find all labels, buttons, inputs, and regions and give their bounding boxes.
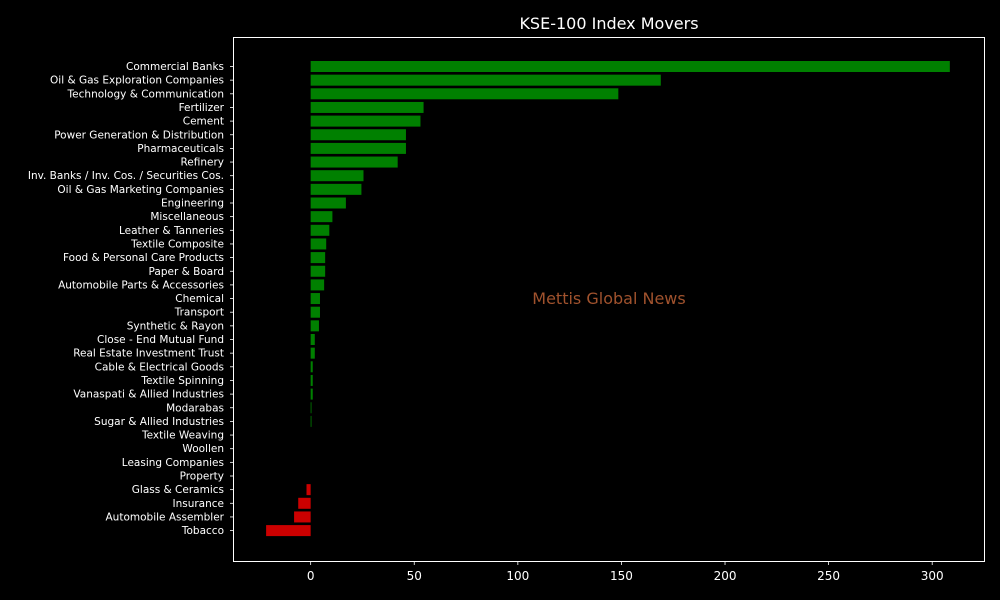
bar-6 <box>310 142 406 154</box>
bar-13 <box>310 238 327 250</box>
x-tick-label: 200 <box>714 569 737 583</box>
bar-15 <box>310 265 326 277</box>
category-label: Vanaspati & Allied Industries <box>73 389 224 401</box>
category-label: Modarabas <box>166 402 224 414</box>
bar-3 <box>310 101 424 113</box>
bar-25 <box>310 402 312 414</box>
category-labels-group: Commercial Banks Oil & Gas Exploration Co… <box>28 61 234 537</box>
category-label: Cable & Electrical Goods <box>95 361 224 373</box>
x-tick-label: 300 <box>921 569 944 583</box>
category-label: Power Generation & Distribution <box>54 129 224 141</box>
x-axis-ticks-group: 0 50 100 150 200 250 300 <box>307 561 944 583</box>
category-label: Textile Weaving <box>141 430 224 442</box>
bar-12 <box>310 224 330 236</box>
bar-24 <box>310 388 313 400</box>
bar-17 <box>310 293 320 305</box>
category-label: Automobile Parts & Accessories <box>58 279 224 291</box>
category-label: Leasing Companies <box>122 457 224 469</box>
x-tick-label: 150 <box>610 569 633 583</box>
category-label: Cement <box>183 116 224 128</box>
bar-20 <box>310 334 315 345</box>
bar-32 <box>298 497 311 509</box>
bar-9 <box>310 183 362 195</box>
plot-frame <box>233 37 985 562</box>
bars-group <box>266 61 950 537</box>
category-label: Textile Spinning <box>140 375 224 387</box>
category-label: Leather & Tanneries <box>119 225 224 237</box>
category-label: Tobacco <box>181 525 224 537</box>
category-label: Sugar & Allied Industries <box>94 416 224 428</box>
bar-21 <box>310 347 315 359</box>
category-label: Insurance <box>172 498 224 510</box>
category-label: Textile Composite <box>130 238 224 250</box>
bar-18 <box>310 306 320 318</box>
category-label: Inv. Banks / Inv. Cos. / Securities Cos. <box>28 170 224 182</box>
bar-8 <box>310 170 364 182</box>
category-label: Real Estate Investment Trust <box>73 348 224 360</box>
watermark-text: Mettis Global News <box>532 289 685 308</box>
category-label: Food & Personal Care Products <box>63 252 224 264</box>
bar-33 <box>294 511 311 523</box>
category-label: Refinery <box>180 157 224 169</box>
x-tick-label: 50 <box>407 569 422 583</box>
bar-26 <box>310 415 312 427</box>
category-label: Glass & Ceramics <box>132 484 224 496</box>
x-tick-label: 100 <box>506 569 529 583</box>
bar-2 <box>310 88 619 100</box>
category-label: Technology & Communication <box>67 88 224 100</box>
category-label: Synthetic & Rayon <box>127 320 224 332</box>
bar-0 <box>310 61 950 72</box>
category-label: Fertilizer <box>179 102 225 114</box>
bar-22 <box>310 361 313 373</box>
category-label: Transport <box>174 307 224 319</box>
bar-7 <box>310 156 398 168</box>
x-tick-label: 250 <box>817 569 840 583</box>
category-label: Close - End Mutual Fund <box>97 334 224 346</box>
bar-23 <box>310 374 313 386</box>
category-label: Automobile Assembler <box>106 511 225 523</box>
category-label: Chemical <box>175 293 224 305</box>
bar-10 <box>310 197 346 209</box>
category-label: Oil & Gas Marketing Companies <box>57 184 224 196</box>
category-label: Property <box>180 471 224 483</box>
bar-31 <box>306 484 311 496</box>
category-label: Miscellaneous <box>150 211 224 223</box>
bar-11 <box>310 211 333 223</box>
category-label: Pharmaceuticals <box>137 143 224 155</box>
bar-19 <box>310 320 319 332</box>
bar-16 <box>310 279 325 291</box>
category-label: Engineering <box>161 198 224 210</box>
category-label: Commercial Banks <box>126 61 224 73</box>
bar-4 <box>310 115 421 127</box>
bar-14 <box>310 252 326 264</box>
category-label: Paper & Board <box>149 266 224 278</box>
chart-title: KSE-100 Index Movers <box>519 14 698 33</box>
x-tick-label: 0 <box>307 569 315 583</box>
bar-1 <box>310 74 661 86</box>
bar-34 <box>266 525 311 537</box>
bar-5 <box>310 129 406 141</box>
category-label: Oil & Gas Exploration Companies <box>50 75 224 87</box>
category-label: Woollen <box>182 443 224 455</box>
